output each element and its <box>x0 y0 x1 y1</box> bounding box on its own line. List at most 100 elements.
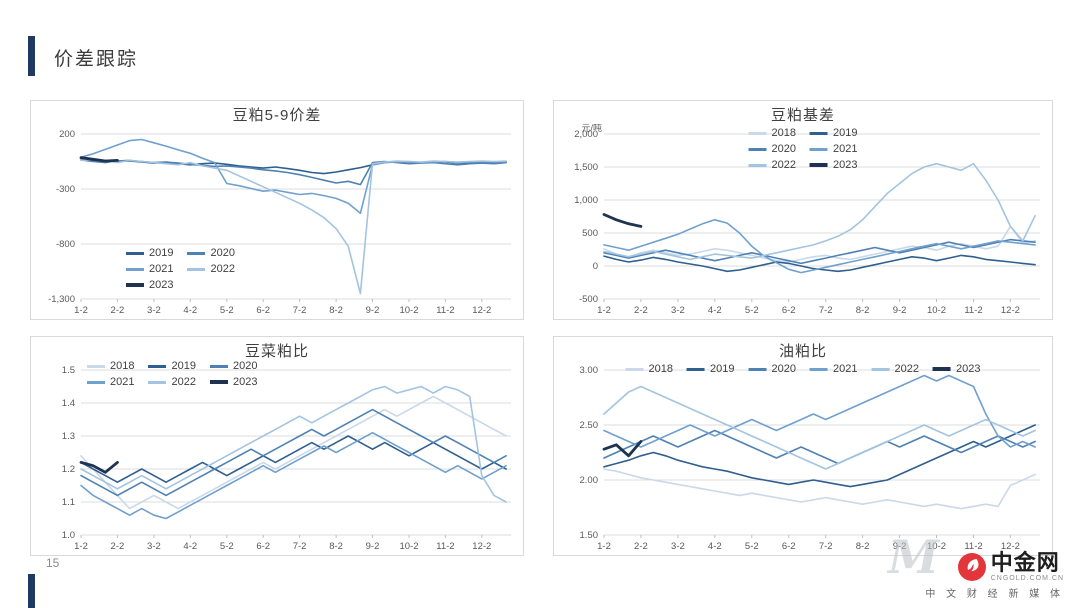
legend-entry-2018: 2018 <box>748 125 796 141</box>
series-line-2019 <box>80 157 507 175</box>
chart-legend: 2018 2019 2020 2021 2022 2023 <box>748 125 858 173</box>
svg-text:10-2: 10-2 <box>399 305 418 316</box>
svg-text:12-2: 12-2 <box>1001 541 1020 552</box>
legend-entry-2020: 2020 <box>748 361 796 377</box>
svg-text:1.2: 1.2 <box>62 464 75 475</box>
series-line-2020 <box>80 159 507 186</box>
svg-text:7-2: 7-2 <box>819 305 833 316</box>
series-line-2018 <box>80 395 507 510</box>
svg-text:1.5: 1.5 <box>62 365 75 376</box>
legend-entry-2023: 2023 <box>810 157 857 173</box>
series-line-2022 <box>603 385 1036 470</box>
legend-swatch <box>87 364 105 368</box>
svg-text:4-2: 4-2 <box>708 541 722 552</box>
series-line-2022 <box>603 162 1036 261</box>
legend-label: 2020 <box>771 143 796 155</box>
legend-swatch <box>126 267 144 271</box>
chart-title: 豆粕基差 <box>770 107 835 124</box>
chart-panel-soy-rapeseed-ratio: 豆菜粕比 1.5 1.4 1.3 1.2 1.1 1.0 1-2 2-2 3-2 4-2 5-2 6-… <box>30 336 524 556</box>
svg-text:1,000: 1,000 <box>574 195 598 206</box>
svg-text:1.1: 1.1 <box>62 497 75 508</box>
svg-text:12-2: 12-2 <box>1001 305 1020 316</box>
legend-label: 2022 <box>894 363 919 375</box>
svg-text:1-2: 1-2 <box>74 541 88 552</box>
series-line-2018 <box>603 468 1036 510</box>
legend-entry-2019: 2019 <box>148 358 196 374</box>
chart-svg: 1.5 1.4 1.3 1.2 1.1 1.01-2 2-2 3-2 4-2 5-2 6-2 7-2 8… <box>62 365 511 552</box>
legend-swatch <box>748 367 767 371</box>
legend-swatch <box>810 131 828 135</box>
svg-text:1,500: 1,500 <box>574 162 598 173</box>
legend-label: 2023 <box>955 363 981 375</box>
series-line-2021 <box>80 138 507 214</box>
legend-entry-2022: 2022 <box>748 157 796 173</box>
series-line-2020 <box>80 408 507 497</box>
legend-swatch <box>209 364 228 368</box>
svg-text:2-2: 2-2 <box>111 541 125 552</box>
series-line-2022 <box>80 158 507 295</box>
legend-swatch <box>148 380 167 384</box>
svg-text:3-2: 3-2 <box>671 541 685 552</box>
svg-text:12-2: 12-2 <box>472 305 491 316</box>
svg-text:6-2: 6-2 <box>256 305 270 316</box>
series-line-2021 <box>603 219 1036 274</box>
svg-text:元/吨: 元/吨 <box>581 124 602 133</box>
legend-swatch <box>810 367 828 371</box>
svg-text:2.50: 2.50 <box>580 420 599 431</box>
svg-text:3-2: 3-2 <box>147 541 161 552</box>
legend-label: 2020 <box>210 247 235 259</box>
legend-swatch <box>126 283 144 287</box>
legend-entry-2020: 2020 <box>748 141 796 157</box>
legend-label: 2021 <box>149 263 174 275</box>
legend-swatch <box>87 380 105 384</box>
svg-text:11-2: 11-2 <box>436 305 454 316</box>
svg-text:4-2: 4-2 <box>708 305 722 316</box>
svg-text:1-2: 1-2 <box>597 541 611 552</box>
svg-text:200: 200 <box>59 129 75 140</box>
legend-label: 2020 <box>232 360 258 372</box>
legend-swatch <box>748 163 767 167</box>
svg-text:6-2: 6-2 <box>782 305 796 316</box>
plot-area: 200 -300 -800 -1,300 1-2 2-2 3-2 4-2 5-2 6-2 7-2 8-… <box>35 124 519 317</box>
svg-text:3-2: 3-2 <box>671 305 685 316</box>
legend-label: 2019 <box>833 127 858 139</box>
legend-entry-2023: 2023 <box>209 374 257 390</box>
chart-panel-oil-meal-ratio: 油粕比 3.00 2.50 2.00 1.50 1-2 2-2 3-2 4-2 5-2 6-2 7-… <box>553 336 1053 556</box>
svg-text:2.00: 2.00 <box>580 475 599 486</box>
svg-text:1-2: 1-2 <box>74 305 88 316</box>
legend-label: 2023 <box>149 279 174 291</box>
chart-panel-spread-5-9: 豆粕5-9价差 200 -300 -800 -1,300 1-2 2-2 3-2 4-2 5-2… <box>30 100 524 320</box>
series-line-2021 <box>80 431 507 520</box>
legend-swatch <box>932 367 951 371</box>
svg-text:4-2: 4-2 <box>183 305 197 316</box>
legend-entry-2019: 2019 <box>687 361 735 377</box>
chart-title: 豆粕5-9价差 <box>232 107 322 124</box>
title-accent-bar <box>28 36 35 76</box>
brand-footer: M 中金网 CNGOLD.COM.CN 中 文 财 经 新 媒 体 <box>874 530 1064 600</box>
plot-area: 3.00 2.50 2.00 1.50 1-2 2-2 3-2 4-2 5-2 6-2 7-2 8-2… <box>558 360 1048 553</box>
chart-legend: 2019 2020 2021 2022 2023 <box>126 245 235 293</box>
series-line-2019 <box>603 424 1036 488</box>
svg-text:0: 0 <box>593 261 598 272</box>
legend-swatch <box>687 367 706 371</box>
legend-entry-2022: 2022 <box>148 374 196 390</box>
svg-text:3.00: 3.00 <box>580 365 599 376</box>
svg-text:2-2: 2-2 <box>634 305 648 316</box>
svg-text:5-2: 5-2 <box>220 541 234 552</box>
brand-tagline: 中 文 财 经 新 媒 体 <box>925 589 1064 600</box>
legend-label: 2023 <box>833 159 858 171</box>
legend-label: 2019 <box>149 247 174 259</box>
legend-entry-2020: 2020 <box>209 358 258 374</box>
svg-text:1.4: 1.4 <box>62 398 75 409</box>
svg-text:-1,300: -1,300 <box>48 294 75 305</box>
series-line-2020 <box>603 238 1036 265</box>
legend-swatch <box>810 163 828 167</box>
chart-title: 油粕比 <box>778 343 827 360</box>
legend-swatch <box>187 251 206 255</box>
series-line-2022 <box>80 385 507 503</box>
svg-text:3-2: 3-2 <box>147 305 161 316</box>
legend-label: 2018 <box>771 127 796 139</box>
page-title: 价差跟踪 <box>54 49 139 70</box>
